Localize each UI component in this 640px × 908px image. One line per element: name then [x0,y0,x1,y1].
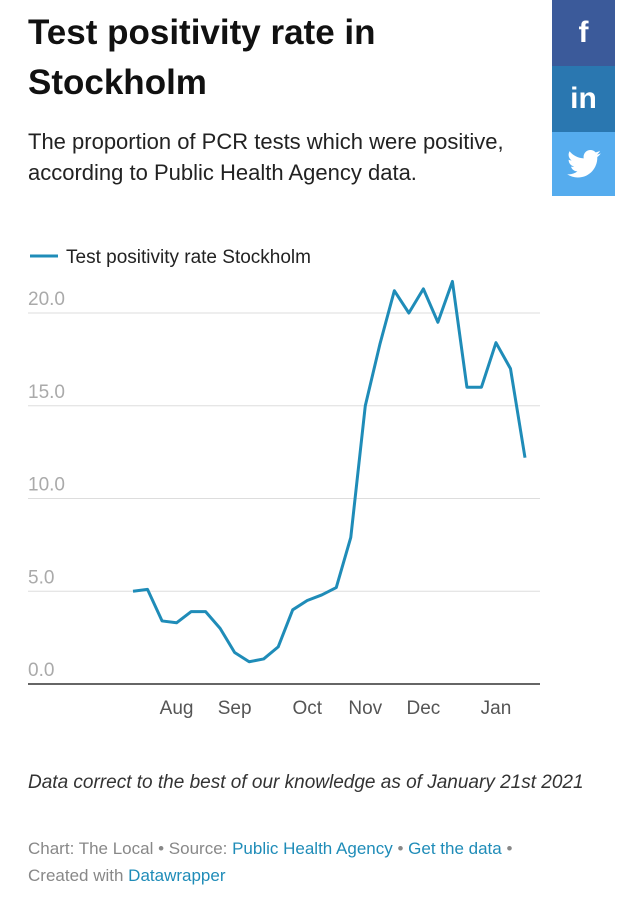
chart-title: Test positivity rate in Stockholm [28,13,376,102]
chart-note: Data correct to the best of our knowledg… [28,772,584,793]
linkedin-button[interactable]: in [552,66,615,132]
datawrapper-link[interactable]: Datawrapper [128,866,226,885]
x-tick-label: Nov [348,698,382,719]
series-line [132,279,527,664]
twitter-button[interactable] [552,132,615,196]
data-link[interactable]: Get the data [408,839,502,858]
credits: Chart: The Local • Source: Public Health… [28,839,513,885]
chart-subtitle: The proportion of PCR tests which were p… [28,129,504,185]
y-tick-label: 10.0 [28,475,65,496]
facebook-button[interactable]: f [552,0,615,66]
credit-text: Source: [168,839,233,858]
chart: Test positivity rate Stockholm 0.0 5.0 10.0… [28,247,540,719]
credit-text: Chart: The Local [28,839,154,858]
y-tick-label: 15.0 [28,382,65,403]
y-tick-label: 20.0 [28,289,65,310]
x-tick-label: Oct [292,698,322,719]
x-tick-label: Jan [481,698,512,719]
x-tick-label: Aug [160,698,194,719]
y-tick-label: 0.0 [28,660,54,681]
credit-text: Created with [28,866,129,885]
twitter-icon [566,150,601,178]
source-link[interactable]: Public Health Agency [232,839,393,858]
x-tick-label: Dec [406,698,440,719]
x-tick-label: Sep [218,698,252,719]
y-tick-label: 5.0 [28,567,54,588]
legend-label: Test positivity rate Stockholm [66,247,311,268]
